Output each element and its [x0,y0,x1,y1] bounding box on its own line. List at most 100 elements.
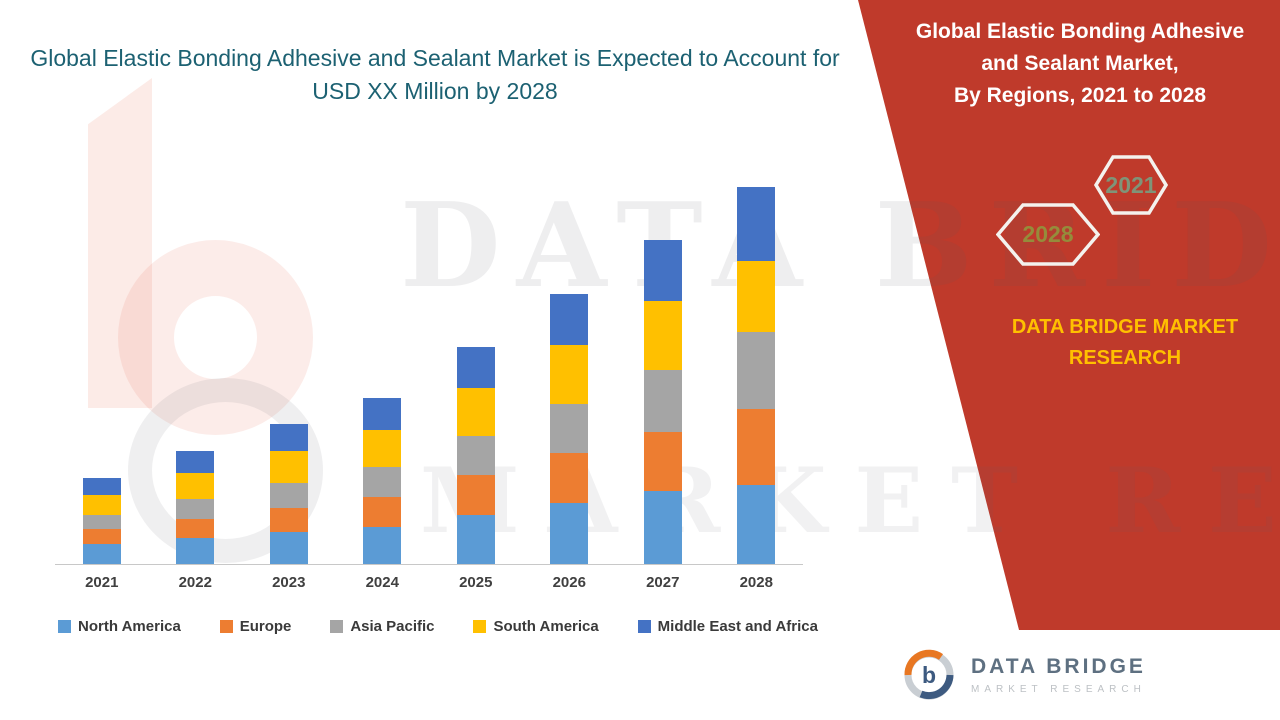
bar-segment-2022-north-america [176,538,215,564]
legend-swatch-south-america [473,620,487,633]
logo-brand-subtitle: MARKET RESEARCH [971,684,1146,695]
bar-2027 [616,240,710,564]
bar-segment-2025-europe [456,475,495,515]
bar-2021 [55,478,149,564]
bar-segment-2028-north-america [737,485,776,564]
hexagon-outline-icon [996,203,1100,266]
bar-2022 [149,451,243,564]
bar-segment-2028-middle-east-and-africa [737,186,776,261]
bar-segment-2022-europe [176,518,215,539]
bar-segment-2027-asia-pacific [643,370,682,432]
legend-label-south-america: South America [493,618,599,635]
bar-2024 [336,398,430,564]
bar-segment-2023-north-america [269,532,308,564]
bar-segment-2028-south-america [737,260,776,332]
bar-segment-2026-europe [550,453,589,503]
bar-segment-2021-asia-pacific [82,514,121,530]
bar-segment-2021-south-america [82,494,121,515]
bar-segment-2026-south-america [550,344,589,405]
x-axis-label-2028: 2028 [739,574,773,591]
bar-segment-2022-south-america [176,473,215,499]
bar-segment-2025-middle-east-and-africa [456,346,495,389]
hexagon-badge-2028: 2028 [996,203,1100,266]
side-panel-brand-line2: RESEARCH [1068,347,1182,369]
bar-segment-2024-middle-east-and-africa [363,398,402,430]
x-axis-label-2025: 2025 [459,574,493,591]
bar-segment-2025-south-america [456,388,495,436]
legend-item-north-america: North America [58,618,181,635]
bar-segment-2021-middle-east-and-africa [82,478,121,495]
bar-segment-2022-asia-pacific [176,498,215,519]
chart-plot [55,168,803,565]
side-panel-title-line3: By Regions, 2021 to 2028 [953,84,1207,107]
bar-segment-2025-asia-pacific [456,435,495,476]
databridge-logo-text: DATA BRIDGE MARKET RESEARCH [971,655,1146,695]
bar-segment-2023-asia-pacific [269,483,308,508]
bar-segment-2026-asia-pacific [550,404,589,454]
logo-brand-name: DATA BRIDGE [971,655,1146,678]
legend-item-asia-pacific: Asia Pacific [330,618,435,635]
bar-segment-2025-north-america [456,514,495,564]
bar-stack-2022 [176,451,215,564]
side-panel-title: Global Elastic Bonding Adhesive and Seal… [900,16,1260,112]
bar-segment-2024-north-america [363,526,402,564]
bar-stack-2023 [269,423,308,564]
bar-segment-2027-middle-east-and-africa [643,240,682,302]
x-axis-label-2024: 2024 [365,574,399,591]
hexagon-outline-icon [1094,155,1168,215]
watermark-text-line1: DATA BRIDGE [400,178,1280,314]
bar-segment-2027-south-america [643,301,682,371]
hexagon-2021-label: 2021 [1105,171,1157,198]
bar-stack-2021 [82,478,121,564]
legend-item-south-america: South America [473,618,599,635]
bar-stack-2028 [737,186,776,564]
chart-legend: North America Europe Asia Pacific South Ame… [58,618,818,635]
legend-label-asia-pacific: Asia Pacific [350,618,435,635]
legend-item-middle-east-and-africa: Middle East and Africa [637,618,818,635]
x-axis-label-2022: 2022 [178,574,212,591]
bar-segment-2027-europe [643,431,682,491]
legend-label-middle-east-and-africa: Middle East and Africa [657,618,818,635]
x-axis-label-2023: 2023 [272,574,306,591]
stacked-bar-chart: 2021 2022 2023 2024 2025 2026 2027 2028 [55,168,803,591]
svg-text:b: b [922,662,936,688]
bar-segment-2026-north-america [550,502,589,564]
bar-segment-2027-north-america [643,490,682,564]
bar-segment-2023-middle-east-and-africa [269,423,308,452]
bar-segment-2024-south-america [363,429,402,468]
bar-2025 [429,346,523,564]
bar-segment-2022-middle-east-and-africa [176,451,215,474]
bar-segment-2021-north-america [82,544,121,564]
bar-stack-2027 [643,240,682,564]
legend-swatch-north-america [58,620,71,633]
legend-label-north-america: North America [78,618,181,635]
side-panel-brand-line1: DATA BRIDGE MARKET [1011,316,1239,338]
bar-2023 [242,423,336,564]
bar-segment-2024-europe [363,496,402,527]
side-panel-title-line1: Global Elastic Bonding Adhesive [915,20,1245,43]
chart-xlabels: 2021 2022 2023 2024 2025 2026 2027 2028 [55,574,803,591]
databridge-logo-card: b DATA BRIDGE MARKET RESEARCH [877,630,1280,720]
page-title: Global Elastic Bonding Adhesive and Seal… [30,45,840,104]
bar-2026 [523,294,617,564]
side-panel-brand: DATA BRIDGE MARKET RESEARCH [960,312,1280,374]
bar-segment-2026-middle-east-and-africa [550,294,589,345]
bar-stack-2024 [363,398,402,564]
bar-segment-2023-europe [269,507,308,533]
hexagon-badge-2021: 2021 [1094,155,1168,215]
bar-stack-2025 [456,346,495,564]
legend-swatch-asia-pacific [330,620,344,633]
legend-swatch-europe [219,620,233,633]
side-panel-title-line2: and Sealant Market, [981,52,1179,75]
bar-segment-2024-asia-pacific [363,467,402,497]
legend-item-europe: Europe [219,618,292,635]
bar-stack-2026 [550,294,589,564]
legend-label-europe: Europe [239,618,292,635]
bar-segment-2028-asia-pacific [737,332,776,409]
bar-segment-2023-south-america [269,451,308,484]
databridge-logo-icon: b [904,649,954,700]
legend-swatch-middle-east-and-africa [637,620,651,633]
bar-segment-2028-europe [737,409,776,485]
x-axis-label-2026: 2026 [552,574,586,591]
